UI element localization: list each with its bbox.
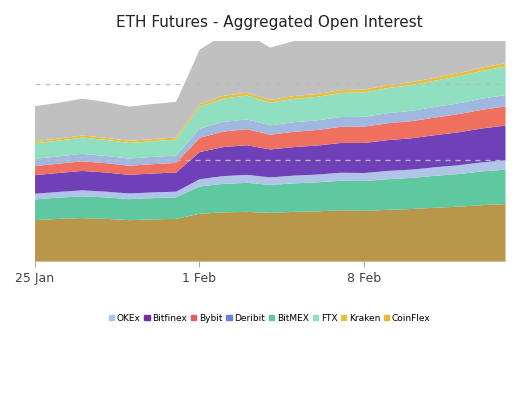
Title: ETH Futures - Aggregated Open Interest: ETH Futures - Aggregated Open Interest [116,15,423,30]
Legend: OKEx, Bitfinex, Bybit, Deribit, BitMEX, FTX, Kraken, CoinFlex: OKEx, Bitfinex, Bybit, Deribit, BitMEX, … [109,314,431,323]
